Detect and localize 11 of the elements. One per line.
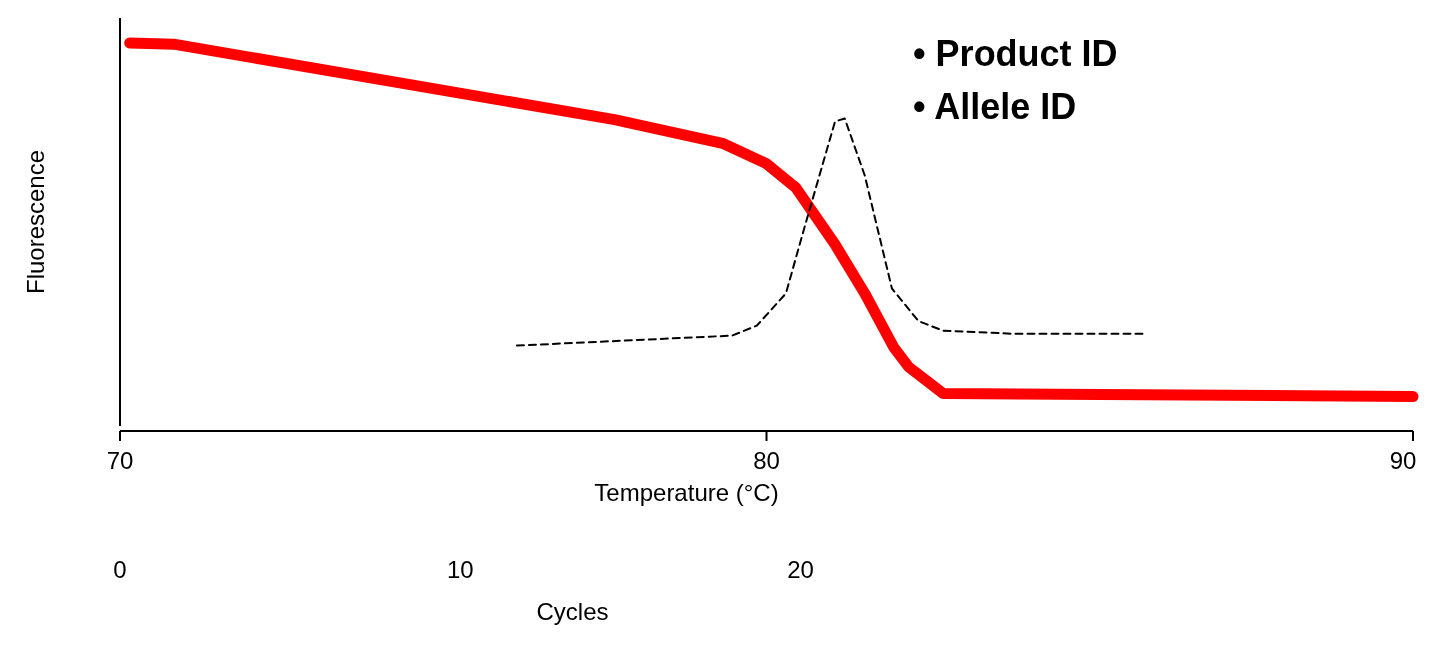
x-tick-label: 80 bbox=[753, 447, 780, 474]
x2-tick-label: 20 bbox=[787, 556, 814, 583]
y-axis-title: Fluorescence bbox=[22, 149, 49, 295]
annotation: • Allele ID bbox=[913, 86, 1077, 127]
x2-tick-label: 10 bbox=[446, 556, 474, 583]
x2-tick-label: 0 bbox=[113, 556, 127, 583]
annotation: • Product ID bbox=[913, 33, 1118, 74]
x-axis-title: Temperature (°C) bbox=[594, 479, 779, 506]
x-tick-label: 70 bbox=[106, 447, 134, 474]
x-tick-label: 90 bbox=[1389, 447, 1417, 474]
x2-axis-title: Cycles bbox=[536, 598, 609, 625]
